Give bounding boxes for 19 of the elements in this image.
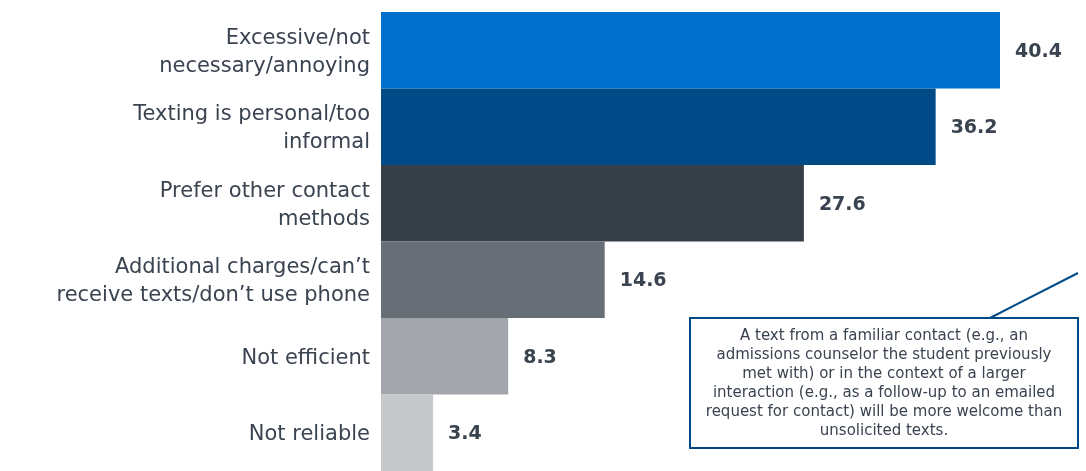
bar: [381, 241, 605, 318]
y-tick-label: Excessive/not necessary/annoying: [159, 24, 370, 77]
y-tick-label: Not efficient: [241, 344, 370, 369]
data-label: 3.4: [448, 421, 482, 444]
data-label: 8.3: [523, 344, 557, 367]
data-label: 14.6: [619, 268, 667, 291]
bar: [381, 88, 936, 165]
y-tick-label: Texting is personal/too informal: [132, 101, 370, 154]
data-label: 40.4: [1015, 38, 1062, 61]
y-tick-label: Not reliable: [248, 421, 370, 446]
bar: [381, 318, 509, 395]
y-tick-label: Additional charges/can’t receive texts/don’t use phone: [56, 254, 370, 307]
data-label: 27.6: [818, 191, 866, 214]
bar: [381, 12, 1000, 89]
y-tick-label: Prefer other contact methods: [159, 177, 370, 230]
annotation: A text from a familiar contact (e.g., an admissions counselor the student previously met with) or in the context of a larger interaction (e.g., as a follow-up to an emailed request for contact) will be more welcome than unsolicited texts.: [705, 326, 1063, 440]
bar: [381, 394, 434, 471]
bar: [381, 165, 804, 242]
data-label: 36.2: [950, 115, 998, 138]
